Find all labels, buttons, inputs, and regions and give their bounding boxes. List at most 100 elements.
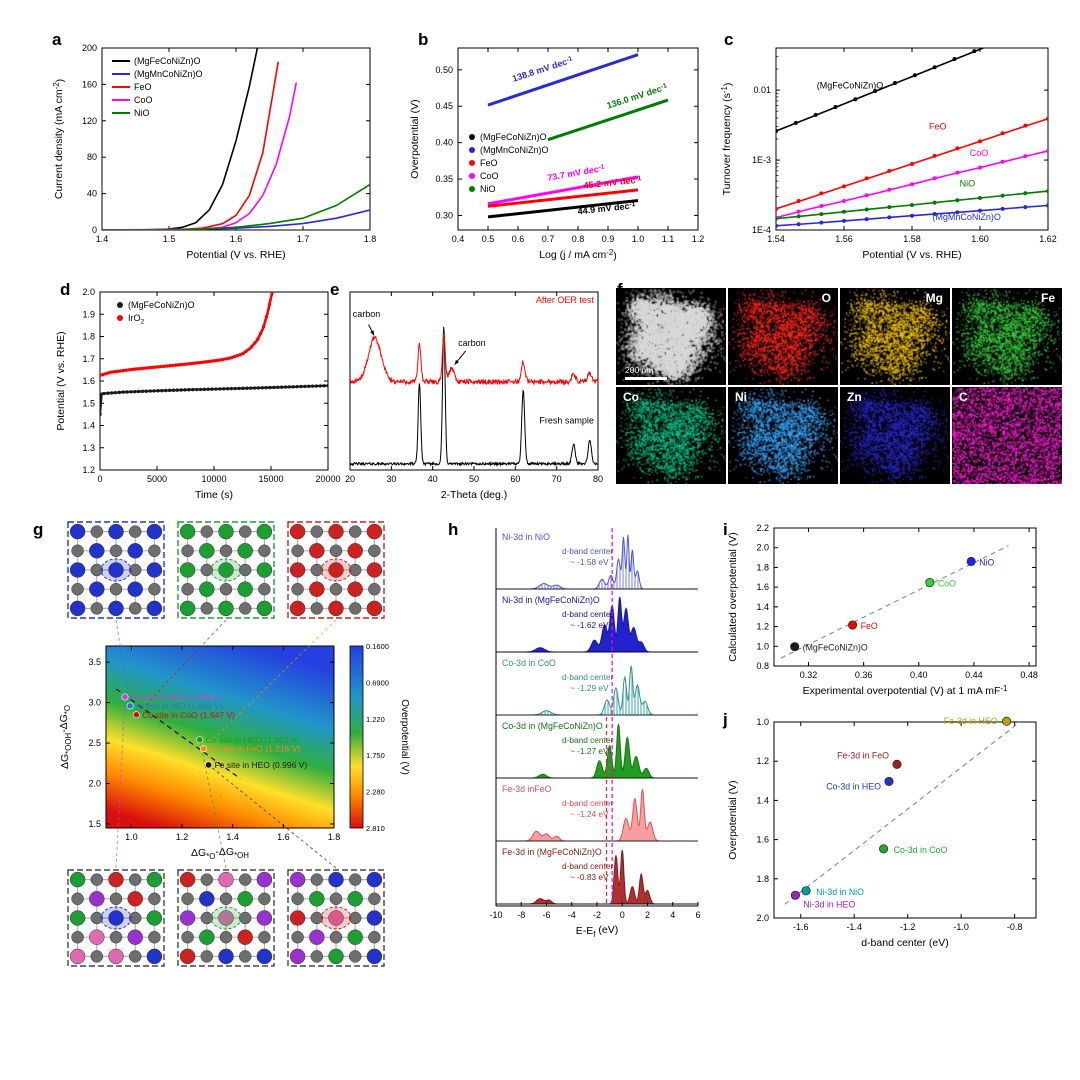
axes: 1.0 1.2 1.4 1.6 1.8 1.5 2.0 2.5 3.0 3.5 ΔG*O-ΔG*OH… (58, 645, 341, 861)
point-label: (MgFeCoNiZn)O (803, 643, 868, 653)
svg-text:1.6: 1.6 (230, 234, 243, 244)
colorbar (349, 645, 364, 829)
svg-text:-10: -10 (489, 910, 502, 920)
svg-text:1.5: 1.5 (163, 234, 176, 244)
svg-text:80: 80 (87, 152, 97, 162)
annotation: carbon (353, 309, 381, 319)
panel-label-j: j (723, 710, 728, 729)
svg-text:1.5: 1.5 (88, 819, 101, 829)
eds-element-label: Zn (847, 390, 862, 404)
colorbar-label: Overpotential (V) (399, 699, 410, 775)
annotation: 136.0 mV dec-1 (606, 82, 669, 111)
panel-label-h: h (448, 520, 459, 539)
svg-text:1.220: 1.220 (366, 715, 385, 724)
svg-text:1.1: 1.1 (662, 234, 675, 244)
panel-label-g: g (33, 520, 44, 539)
svg-text:1.4: 1.4 (82, 421, 95, 431)
svg-text:1.0: 1.0 (756, 717, 769, 727)
panel-g-volcano-chart: 1.0 1.2 1.4 1.6 1.8 1.5 2.0 2.5 3.0 3.5 ΔG*O-ΔG*OH… (58, 521, 410, 967)
x-axis-label: Potential (V vs. RHE) (862, 249, 961, 261)
svg-text:160: 160 (82, 79, 97, 89)
series-(MgMnCoNiZn)O (487, 53, 639, 107)
svg-text:20000: 20000 (315, 474, 340, 484)
svg-text:1.6: 1.6 (277, 832, 290, 842)
site-point (121, 693, 129, 701)
svg-text:0.7: 0.7 (542, 234, 555, 244)
point-label: Co-3d in CoO (894, 845, 948, 855)
x-axis-label: Time (s) (195, 489, 233, 501)
svg-text:1.0: 1.0 (125, 832, 138, 842)
panel-c-tof-chart: 1.54 1.56 1.58 1.60 1.62 1E-4 1E-3 0.01 Potentia… (720, 47, 1057, 261)
series-FeO (487, 188, 639, 208)
svg-text:1.2: 1.2 (176, 832, 189, 842)
svg-text:-1.6: -1.6 (793, 922, 809, 932)
panel-d-stability-chart: 0 5000 10000 15000 20000 1.2 1.3 1.4 1.5 1.6 1.7 1.… (55, 287, 341, 501)
crystal-structure (177, 869, 275, 967)
svg-text:10000: 10000 (201, 474, 226, 484)
eds-tile-O: O (728, 288, 838, 385)
point-Ni-3d in HEO (790, 890, 800, 900)
legend-label: NiO (134, 108, 150, 118)
scale-bar: 200 nm (625, 365, 667, 380)
y-axis-label: Turnover frequency (s-1) (720, 83, 734, 196)
point-Co-3d in HEO (884, 776, 894, 786)
svg-text:1.8: 1.8 (328, 832, 341, 842)
panel-j-scatter-chart: -1.6 -1.4 -1.2 -1.0 -0.8 1.0 1.2 1.4 1.6 1.8 2.0 d-… (727, 716, 1037, 949)
point-NiO (966, 556, 976, 566)
svg-text:2.280: 2.280 (366, 788, 385, 797)
svg-text:4: 4 (670, 910, 675, 920)
annotation: 44.9 mV dec-1 (577, 200, 636, 216)
site-label: Fe site in FeO (1.216 V) (210, 744, 301, 754)
svg-text:2.810: 2.810 (366, 824, 385, 833)
y-axis-label: Potential (V vs. RHE) (55, 331, 67, 430)
eds-element-label: Mg (925, 291, 943, 305)
x-axis-label: 2-Theta (deg.) (441, 489, 508, 501)
legend: (MgFeCoNiZn)O (MgMnCoNiZn)O FeO CoO NiO (469, 132, 549, 194)
contour-map (106, 646, 334, 828)
crystal-structure (67, 869, 165, 967)
legend-label: FeO (480, 158, 498, 168)
svg-text:2: 2 (645, 910, 650, 920)
panel-f-eds-maps: 200 nm O Mg Fe Co Ni Zn C (616, 288, 1062, 484)
axes: 1.54 1.56 1.58 1.60 1.62 1E-4 1E-3 0.01 Potentia… (720, 47, 1057, 261)
y-axis-label: ΔG*OOH-ΔG*O (58, 705, 73, 769)
legend-label: NiO (480, 184, 496, 194)
y-axis-label: Calculated overpotential (V) (727, 532, 739, 662)
panel-label-d: d (60, 280, 71, 299)
svg-text:3.5: 3.5 (88, 657, 101, 667)
svg-text:1.7: 1.7 (82, 354, 95, 364)
svg-text:0.48: 0.48 (1020, 670, 1038, 680)
dband-value: ~ -1.58 eV (570, 557, 609, 567)
axes: -1.6 -1.4 -1.2 -1.0 -0.8 1.0 1.2 1.4 1.6 1.8 2.0 d-… (727, 717, 1037, 949)
svg-text:1.5: 1.5 (82, 398, 95, 408)
panel-label-b: b (418, 30, 429, 49)
eds-element-label: O (821, 291, 831, 305)
svg-text:0: 0 (97, 474, 102, 484)
dband-value: ~ -1.29 eV (570, 683, 609, 693)
crystal-structure (287, 869, 385, 967)
svg-text:1.8: 1.8 (756, 874, 769, 884)
svg-text:20: 20 (345, 474, 355, 484)
svg-text:-1.0: -1.0 (953, 922, 969, 932)
svg-text:0: 0 (620, 910, 625, 920)
dos-name: Co-3d in (MgFeCoNiZn)O (502, 721, 603, 731)
y-axis-label: Overpotential (V) (727, 780, 739, 859)
x-axis-label: Potential (V vs. RHE) (186, 249, 285, 261)
svg-text:1.8: 1.8 (82, 332, 95, 342)
dband-value: ~ -1.24 eV (570, 809, 609, 819)
legend-label: (MgFeCoNiZn)O (128, 300, 195, 310)
annotation: After OER test (536, 295, 595, 305)
point-FeO (848, 620, 858, 630)
svg-text:40: 40 (87, 189, 97, 199)
svg-text:2.0: 2.0 (756, 913, 769, 923)
svg-text:-2: -2 (593, 910, 601, 920)
svg-text:0.1600: 0.1600 (366, 642, 389, 651)
series-NiO (102, 183, 370, 230)
y-axis-label: Overpotential (V) (409, 99, 421, 178)
panel-a-lsv-chart: 1.4 1.5 1.6 1.7 1.8 0 40 80 120 160 200 Potential (… (52, 43, 376, 261)
svg-text:1E-3: 1E-3 (752, 155, 771, 165)
svg-text:0.01: 0.01 (753, 85, 771, 95)
svg-text:2.0: 2.0 (88, 779, 101, 789)
point-(MgFeCoNiZn)O (790, 642, 800, 652)
site-point (132, 711, 140, 719)
